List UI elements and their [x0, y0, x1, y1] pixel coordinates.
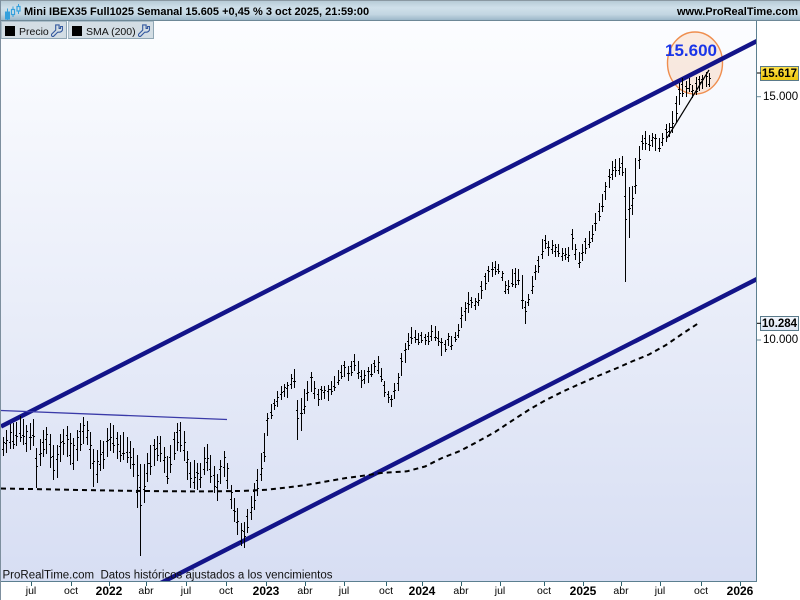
svg-text:ProRealTime.com Datos históri: ProRealTime.com Datos históricos ajustad…	[3, 570, 333, 582]
svg-text:15.600: 15.600	[665, 41, 717, 60]
